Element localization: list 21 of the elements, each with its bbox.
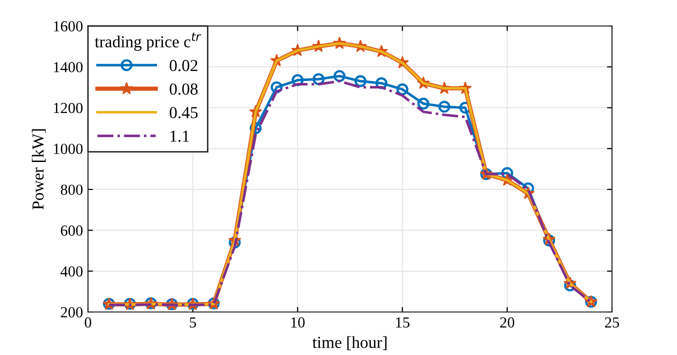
y-tick-label: 400 xyxy=(60,266,83,277)
x-tick-label: 10 xyxy=(291,317,305,328)
y-axis-title: Power [kW] xyxy=(32,129,46,210)
x-axis-title: time [hour] xyxy=(312,336,386,350)
legend-label: 0.02 xyxy=(170,60,198,72)
x-tick-label: 20 xyxy=(500,317,514,328)
y-tick-label: 1400 xyxy=(54,62,83,72)
y-tick-label: 1000 xyxy=(54,144,83,154)
y-tick-label: 600 xyxy=(60,225,83,236)
x-tick-label: 0 xyxy=(84,317,92,328)
legend-label: 0.08 xyxy=(170,83,198,95)
legend-label: 1.1 xyxy=(170,130,189,142)
x-tick-label: 5 xyxy=(190,317,196,328)
x-tick-label: 15 xyxy=(396,317,410,328)
legend-title: trading price c$^{tr}$ xyxy=(94,32,202,51)
x-tick-label: 25 xyxy=(605,317,620,328)
y-tick-label: 1200 xyxy=(54,102,83,114)
y-tick-label: 200 xyxy=(60,307,83,318)
y-tick-label: 1600 xyxy=(54,21,83,32)
legend-label: 0.45 xyxy=(170,107,198,118)
y-tick-label: 800 xyxy=(60,184,83,195)
